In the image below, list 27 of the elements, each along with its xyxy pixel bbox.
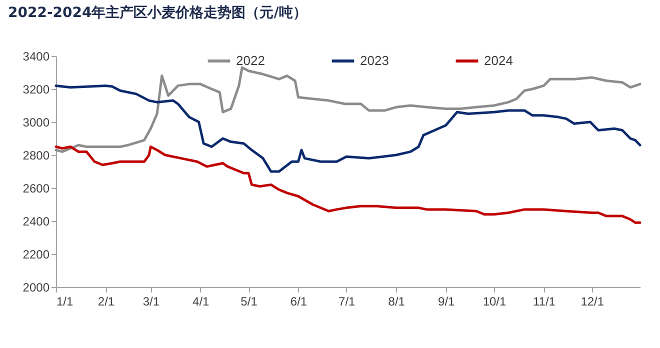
line-series xyxy=(54,146,642,224)
y-tick-label: 2800 xyxy=(22,148,50,162)
legend-label: 2023 xyxy=(360,53,389,68)
line-series xyxy=(54,84,642,173)
x-tick-label: 7/1 xyxy=(338,294,356,308)
legend-label: 2024 xyxy=(484,53,513,68)
x-tick-label: 5/1 xyxy=(240,294,258,308)
legend-label: 2022 xyxy=(236,53,265,68)
y-tick-label: 2200 xyxy=(22,248,50,262)
x-tick-label: 10/1 xyxy=(482,294,506,308)
y-tick-label: 3400 xyxy=(22,50,50,64)
x-tick-label: 3/1 xyxy=(142,294,160,308)
line-series xyxy=(54,66,642,153)
x-tick-label: 9/1 xyxy=(438,294,456,308)
x-tick-label: 12/1 xyxy=(580,294,604,308)
x-tick-label: 4/1 xyxy=(192,294,210,308)
x-tick-label: 2/1 xyxy=(98,294,115,308)
x-tick-label: 6/1 xyxy=(290,294,308,308)
y-tick-label: 2600 xyxy=(22,182,50,196)
x-tick-label: 1/1 xyxy=(56,294,74,308)
y-tick-label: 3000 xyxy=(22,116,50,130)
y-tick-label: 2000 xyxy=(22,280,50,294)
x-tick-label: 8/1 xyxy=(388,294,406,308)
y-tick-label: 2400 xyxy=(22,214,50,228)
y-tick-label: 3200 xyxy=(22,82,50,96)
x-tick-label: 11/1 xyxy=(533,294,556,308)
chart-title: 2022-2024年主产区小麦价格走势图（元/吨） xyxy=(8,4,307,21)
